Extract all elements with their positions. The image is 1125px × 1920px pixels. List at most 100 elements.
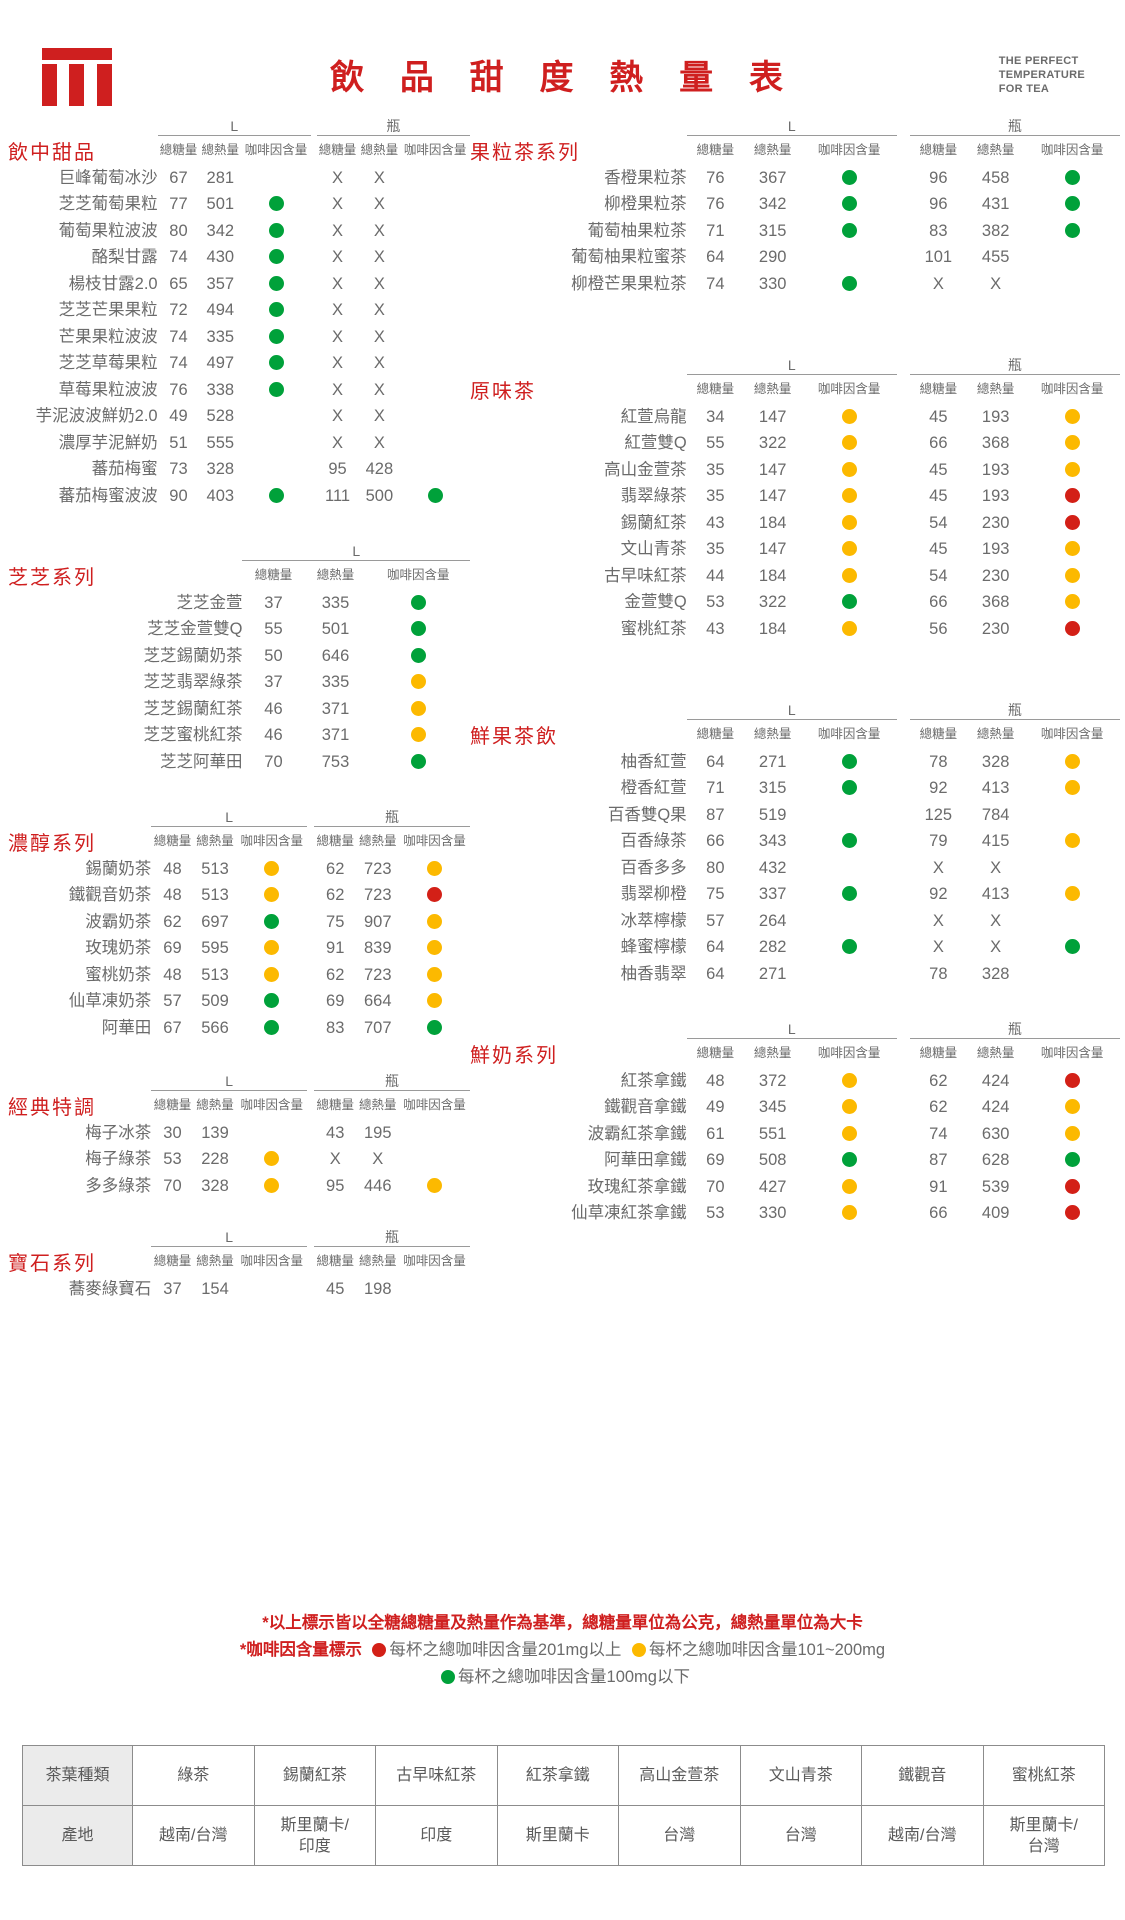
value-calorie-bottle: X <box>373 274 385 293</box>
value-calorie-l: 403 <box>206 486 235 505</box>
origin-tea-name: 紅茶拿鐵 <box>496 1745 619 1806</box>
caffeine-dot-icon <box>427 1177 442 1193</box>
value-calorie-bottle: 428 <box>365 460 394 478</box>
value-sugar-l: 70 <box>264 752 283 771</box>
value-calorie-l: 513 <box>201 859 229 878</box>
caffeine-dot-icon <box>428 435 443 450</box>
caffeine-indicator-bottle <box>1024 1121 1120 1148</box>
header-sugar-bottle: 總糖量 <box>919 727 958 742</box>
table-row: 錫蘭紅茶 43 184 54 230 <box>470 510 1120 537</box>
value-calorie-l: 184 <box>758 566 787 585</box>
value-calorie-l: 139 <box>201 1123 229 1142</box>
item-name: 蕎麥綠寶石 <box>68 1279 152 1298</box>
value-calorie-bottle: 415 <box>981 832 1010 850</box>
caffeine-dot-icon <box>841 408 857 424</box>
value-sugar-bottle: 43 <box>326 1123 345 1142</box>
table-row: 芝芝金萱 37 335 <box>8 590 470 617</box>
value-sugar-bottle: 69 <box>326 992 345 1010</box>
caffeine-dot-icon <box>268 275 284 291</box>
caffeine-indicator-bottle <box>1024 404 1120 431</box>
caffeine-indicator-l <box>801 616 897 643</box>
caffeine-dot-icon <box>841 488 857 504</box>
caffeine-indicator-l <box>801 244 897 271</box>
value-sugar-l: 55 <box>706 434 725 452</box>
header-calorie-bottle: 總熱量 <box>976 143 1015 158</box>
size-label-l: L <box>151 1073 308 1091</box>
item-name: 芝芝金萱雙Q <box>147 620 243 638</box>
caffeine-dot-icon <box>842 913 857 928</box>
section-title-fruit_tea: 果粒茶系列 <box>470 141 580 164</box>
caffeine-dot-icon <box>427 993 442 1009</box>
value-calorie-bottle: X <box>373 248 385 266</box>
section-title-dessert: 飲中甜品 <box>8 141 96 164</box>
value-sugar-bottle: 92 <box>929 779 948 797</box>
section-plain-tea: L 瓶原味茶 總糖量 總熱量 咖啡因含量 總糖量 總熱量 咖啡因含量 紅萱烏龍 34 147 45 19… <box>470 357 1120 642</box>
header-sugar-l: 總糖量 <box>159 143 198 158</box>
nutrition-table-dessert: L 瓶飲中甜品 總糖量 總熱量 咖啡因含量 總糖量 總熱量 咖啡因含量 巨峰葡萄冰沙 67 281 X… <box>8 118 470 509</box>
table-row: 橙香紅萱 71 315 92 413 <box>470 775 1120 802</box>
value-calorie-l: 330 <box>758 1204 787 1222</box>
item-name: 酪梨甘露 <box>91 248 158 266</box>
item-name: 百香雙Q果 <box>607 805 687 824</box>
origin-place: 台灣 <box>739 1805 862 1866</box>
section-fresh-fruit: L 瓶鮮果茶飲 總糖量 總熱量 咖啡因含量 總糖量 總熱量 咖啡因含量 柚香紅萱 64 271 78 3… <box>470 702 1120 987</box>
caffeine-dot-icon <box>842 860 857 875</box>
value-calorie-bottle: X <box>373 327 385 346</box>
caffeine-indicator-l <box>801 961 897 988</box>
value-calorie-bottle: X <box>373 221 385 240</box>
value-calorie-bottle: 839 <box>363 939 392 957</box>
caffeine-dot-icon <box>841 594 857 610</box>
caffeine-dot-icon <box>1064 1099 1080 1115</box>
table-row: 百香雙Q果 87 519 125 784 <box>470 802 1120 829</box>
value-sugar-l: 76 <box>169 380 188 399</box>
item-name: 葡萄柚果粒蜜茶 <box>571 248 687 266</box>
caffeine-dot-icon <box>1064 1125 1080 1141</box>
caffeine-indicator-l <box>236 962 307 989</box>
item-name: 多多綠茶 <box>85 1176 152 1195</box>
value-calorie-l: 513 <box>201 886 229 904</box>
value-calorie-l: 147 <box>758 487 787 505</box>
column-header-row: 經典特調 總糖量 總熱量 咖啡因含量 總糖量 總熱量 咖啡因含量 <box>8 1091 470 1120</box>
item-name: 芝芝金萱 <box>176 593 243 612</box>
value-calorie-l: 315 <box>758 779 787 797</box>
caffeine-dot-icon <box>427 860 442 876</box>
caffeine-indicator-bottle <box>399 1120 470 1147</box>
caffeine-dot-icon <box>1064 541 1080 557</box>
caffeine-indicator-l <box>241 324 311 351</box>
value-calorie-bottle: 455 <box>981 248 1010 266</box>
item-name: 紅萱烏龍 <box>620 407 687 426</box>
value-sugar-l: 90 <box>169 486 188 505</box>
value-calorie-bottle: X <box>990 911 1002 930</box>
caffeine-indicator-l <box>801 881 897 908</box>
value-sugar-l: 37 <box>264 593 283 612</box>
header-caffeine-bottle: 咖啡因含量 <box>1040 382 1104 397</box>
header-sugar-l: 總糖量 <box>696 1046 735 1061</box>
value-calorie-l: 371 <box>321 699 350 718</box>
value-sugar-bottle: X <box>332 301 344 319</box>
caffeine-indicator-l <box>241 456 311 483</box>
origin-place: 斯里蘭卡 <box>496 1805 619 1866</box>
value-calorie-bottle: 907 <box>363 912 392 931</box>
caffeine-indicator-bottle <box>1024 908 1120 935</box>
value-sugar-bottle: 79 <box>929 832 948 850</box>
nutrition-table-classic: L 瓶經典特調 總糖量 總熱量 咖啡因含量 總糖量 總熱量 咖啡因含量 梅子冰茶 30 139 43 1… <box>8 1073 470 1199</box>
value-sugar-l: 67 <box>169 168 188 187</box>
caffeine-indicator-l <box>801 1068 897 1095</box>
value-calorie-bottle: 539 <box>981 1177 1010 1196</box>
caffeine-indicator-bottle <box>1024 775 1120 802</box>
value-calorie-bottle: 230 <box>981 513 1010 532</box>
nutrition-table-rich: L 瓶濃醇系列 總糖量 總熱量 咖啡因含量 總糖量 總熱量 咖啡因含量 錫蘭奶茶 48 513 62 7… <box>8 809 470 1041</box>
value-calorie-l: 528 <box>206 407 235 425</box>
item-name: 文山青茶 <box>620 540 687 558</box>
legend-yellow-text: 每杯之總咖啡因含量101~200mg <box>648 1641 886 1659</box>
item-name: 蜂蜜檸檬 <box>620 938 687 956</box>
item-name: 蕃茄梅蜜 <box>91 460 158 478</box>
nutrition-table-gem: L 瓶寶石系列 總糖量 總熱量 咖啡因含量 總糖量 總熱量 咖啡因含量 蕎麥綠寶石 37 154 45… <box>8 1229 470 1302</box>
value-sugar-bottle: 91 <box>929 1177 948 1196</box>
value-calorie-l: 501 <box>321 620 350 638</box>
value-sugar-bottle: X <box>932 274 944 293</box>
value-sugar-bottle: 96 <box>929 195 948 213</box>
value-sugar-l: 87 <box>706 805 725 824</box>
caffeine-dot-icon <box>841 222 857 238</box>
header-calorie-l: 總熱量 <box>753 382 792 397</box>
